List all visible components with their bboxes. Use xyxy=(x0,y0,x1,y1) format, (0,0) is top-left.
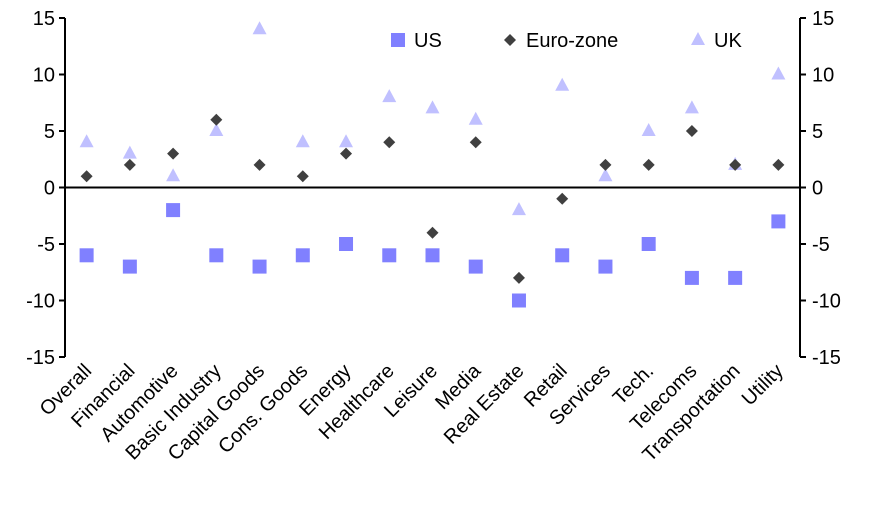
legend-marker-euro-zone xyxy=(504,34,516,46)
category-label: Utility xyxy=(738,360,788,410)
point-uk xyxy=(209,123,224,136)
point-euro-zone xyxy=(469,136,482,149)
legend-label: US xyxy=(414,30,442,52)
legend-label: Euro-zone xyxy=(526,30,618,52)
point-us xyxy=(425,248,440,263)
point-us xyxy=(295,248,310,263)
point-euro-zone xyxy=(512,271,525,284)
point-us xyxy=(728,270,743,285)
point-uk xyxy=(295,134,310,148)
point-us xyxy=(166,203,181,218)
point-euro-zone xyxy=(167,147,180,160)
point-euro-zone xyxy=(80,170,93,183)
point-uk xyxy=(79,134,94,148)
y-tick-label-left: 0 xyxy=(44,178,55,200)
legend-marker-us xyxy=(391,33,405,47)
point-euro-zone xyxy=(253,158,266,171)
y-tick-label-left: 15 xyxy=(33,8,55,30)
point-uk xyxy=(511,202,526,216)
y-tick-label-left: -15 xyxy=(26,347,55,369)
point-euro-zone xyxy=(772,158,785,171)
y-tick-label-left: -5 xyxy=(37,234,55,256)
point-us xyxy=(598,259,613,274)
point-uk xyxy=(468,111,483,125)
y-tick-label-right: 15 xyxy=(812,8,834,30)
point-us xyxy=(382,248,397,263)
y-tick-label-right: 0 xyxy=(812,178,823,200)
legend-label: UK xyxy=(714,30,742,52)
y-tick-label-right: 10 xyxy=(812,65,834,87)
point-uk xyxy=(339,134,354,148)
y-tick-label-left: -10 xyxy=(26,291,55,313)
point-us xyxy=(252,259,267,274)
point-euro-zone xyxy=(642,158,655,171)
point-euro-zone xyxy=(599,158,612,171)
point-euro-zone xyxy=(296,170,309,183)
point-euro-zone xyxy=(210,113,223,126)
point-us xyxy=(122,259,137,274)
point-euro-zone xyxy=(426,226,439,239)
legend: US Euro-zone UK xyxy=(391,30,742,52)
marks xyxy=(79,21,786,308)
point-uk xyxy=(382,89,397,103)
point-uk xyxy=(598,168,613,182)
y-tick-label-right: -15 xyxy=(812,347,841,369)
point-us xyxy=(468,259,483,274)
point-uk xyxy=(641,123,656,136)
point-euro-zone xyxy=(556,192,569,205)
point-us xyxy=(511,293,526,308)
point-us xyxy=(79,248,94,263)
point-uk xyxy=(166,168,181,182)
point-uk xyxy=(555,77,570,91)
point-uk xyxy=(425,100,440,114)
point-euro-zone xyxy=(340,147,353,160)
y-tick-label-right: 5 xyxy=(812,121,823,143)
point-euro-zone xyxy=(383,136,396,149)
point-us xyxy=(555,248,570,263)
point-us xyxy=(684,270,699,285)
point-us xyxy=(641,237,656,251)
y-tick-label-left: 5 xyxy=(44,121,55,143)
point-euro-zone xyxy=(729,158,742,171)
point-us xyxy=(339,237,354,251)
y-tick-label-right: -10 xyxy=(812,291,841,313)
point-uk xyxy=(122,145,137,159)
y-tick-label-left: 10 xyxy=(33,65,55,87)
point-us xyxy=(209,248,224,263)
point-uk xyxy=(771,66,786,80)
y-tick-label-right: -5 xyxy=(812,234,830,256)
axes: -15 -15 -10 -10 -5 -5 0 0 5 5 10 10 15 15 xyxy=(26,8,841,369)
point-euro-zone xyxy=(123,158,136,171)
point-us xyxy=(771,214,786,229)
point-uk xyxy=(252,21,267,35)
point-euro-zone xyxy=(685,125,698,137)
legend-marker-uk xyxy=(691,32,705,45)
point-uk xyxy=(684,100,699,114)
